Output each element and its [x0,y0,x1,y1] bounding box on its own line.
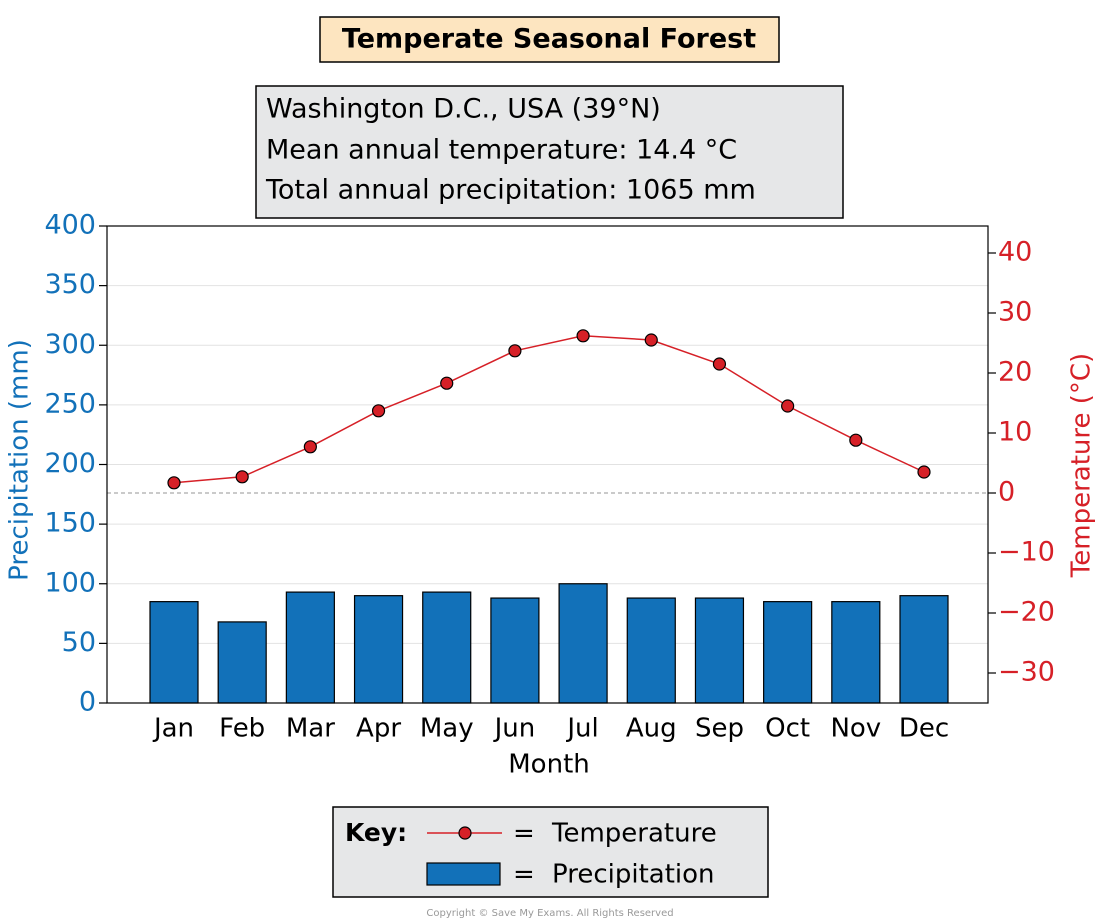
y-axis-label: Precipitation (mm) [5,339,35,581]
temperature-marker [644,333,658,347]
temperature-marker [508,344,522,358]
bar [558,583,608,704]
y-tick-label: 250 [44,388,96,419]
x-tick-label: Dec [899,714,949,744]
temperature-marker [440,376,454,390]
legend-swatch [426,862,501,886]
y-tick-label: 150 [44,508,96,539]
bar [899,595,949,704]
info-box [255,85,844,219]
y2-tick-label: −20 [998,597,1055,628]
info-line: Mean annual temperature: 14.4 °C [266,135,737,166]
x-tick-label: Jun [493,714,536,744]
y-tick-label: 200 [44,448,96,479]
x-tick-label: Nov [830,714,881,744]
temperature-line [173,335,925,484]
x-tick-label: Oct [765,714,810,744]
legend-label: Precipitation [552,860,715,890]
x-tick-label: Sep [695,714,744,744]
temperature-marker [303,440,317,454]
legend-title: Key: [345,818,407,847]
legend-separator: = [513,860,535,890]
temperature-marker [849,433,863,447]
bar [763,601,813,704]
bar [626,597,676,704]
x-tick-label: Jan [152,714,194,744]
info-line: Washington D.C., USA (39°N) [266,94,661,125]
y2-tick-label: 40 [998,237,1032,268]
title-box [319,16,780,63]
legend-label: Temperature [551,819,717,849]
x-tick-label: Feb [219,714,265,744]
y-tick-label: 50 [62,627,96,658]
info-line: Total annual precipitation: 1065 mm [265,175,756,206]
bar [694,597,745,704]
chart-title: Temperate Seasonal Forest [342,24,756,55]
y2-tick-label: 20 [998,357,1032,388]
y2-tick-label: 30 [998,297,1032,328]
y-tick-label: 300 [44,329,96,360]
plot-frame [106,225,989,704]
legend-box [332,806,769,898]
bar [422,591,472,704]
bar [490,597,540,704]
temperature-marker [781,399,795,413]
legend-marker [458,826,472,840]
temperature-marker [712,357,727,371]
x-tick-label: Mar [286,714,335,744]
legend-separator: = [513,819,535,849]
temperature-marker [371,404,386,418]
bar [285,591,335,704]
x-tick-label: May [420,714,474,744]
copyright: Copyright © Save My Exams. All Rights Re… [426,908,673,919]
bar [149,601,199,704]
temperature-marker [917,465,931,479]
y2-tick-label: −30 [998,657,1055,688]
y-tick-label: 0 [79,687,96,718]
y2-tick-label: −10 [998,537,1055,568]
y-tick-label: 400 [44,210,96,241]
bar [217,621,267,704]
x-tick-label: Jul [565,714,598,744]
bar [353,595,404,704]
y2-tick-label: 10 [998,417,1032,448]
temperature-marker [576,329,590,343]
y2-tick-label: 0 [998,477,1015,508]
temperature-marker [235,470,249,484]
x-tick-label: Apr [356,714,401,744]
x-axis-label: Month [508,750,590,780]
x-tick-label: Aug [626,714,677,744]
y-tick-label: 100 [44,567,96,598]
y2-axis-label: Temperature (°C) [1067,353,1097,578]
y-tick-label: 350 [44,269,96,300]
bar [831,601,881,704]
temperature-marker [167,476,181,490]
